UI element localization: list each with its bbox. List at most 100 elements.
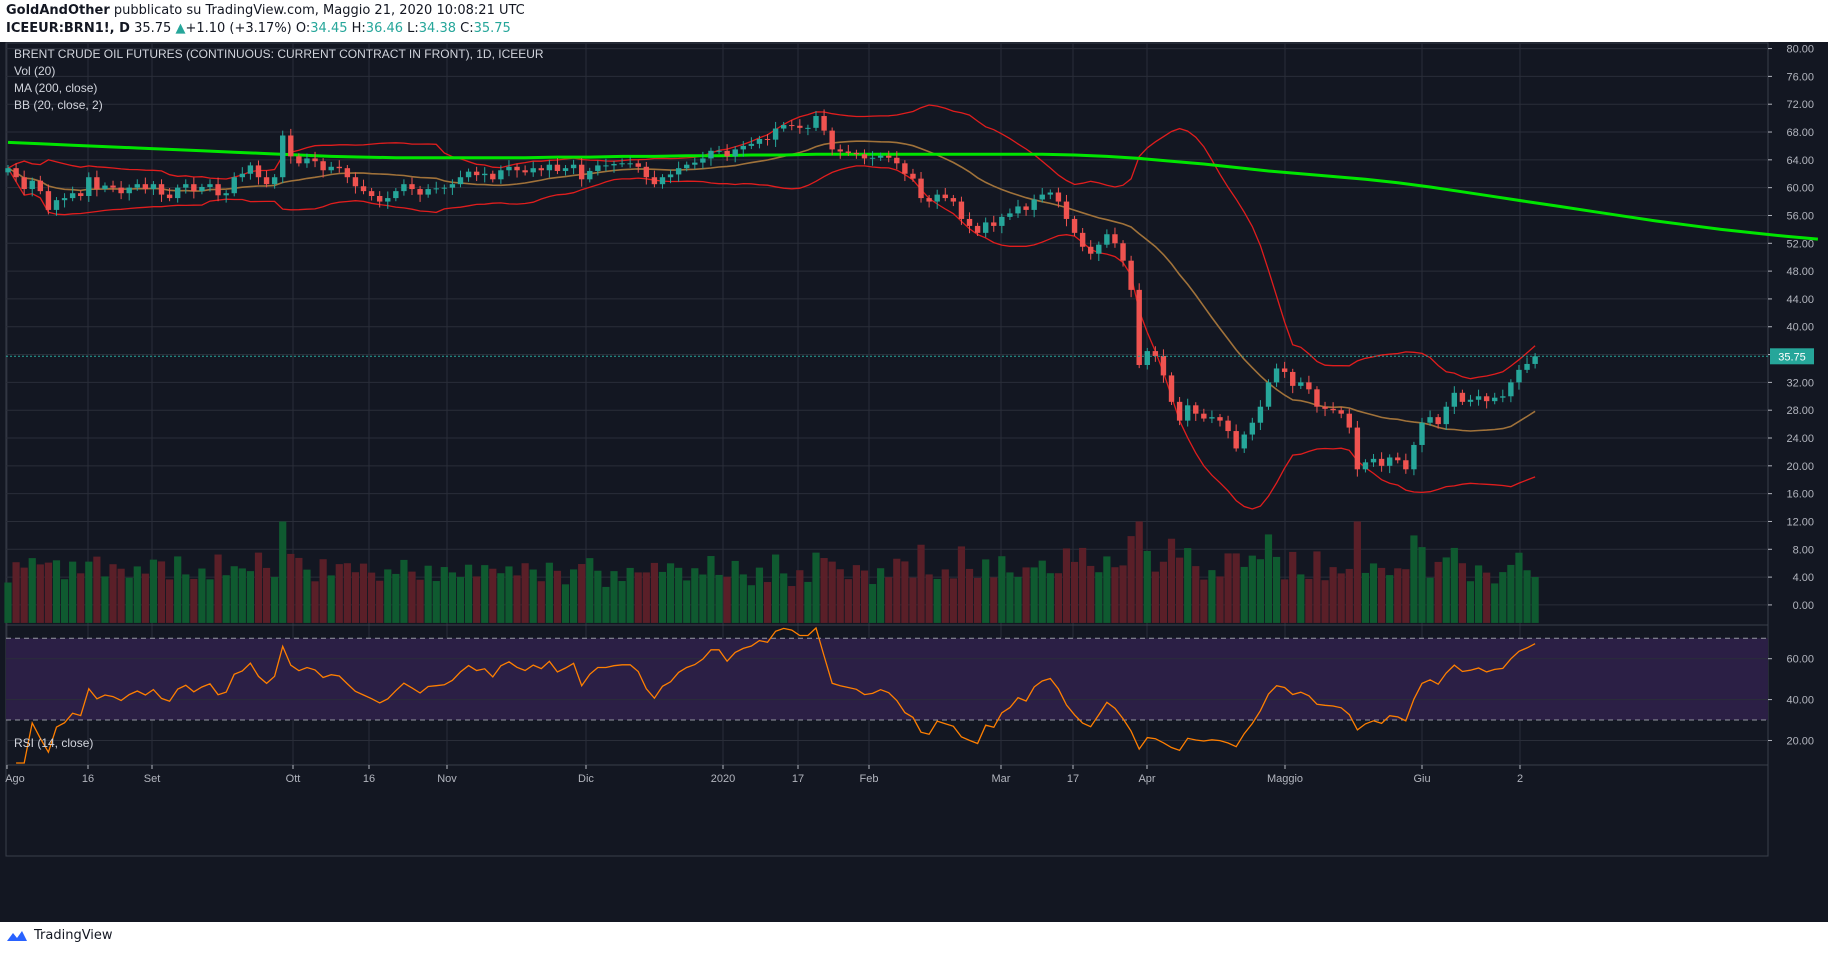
volume-bar: [957, 546, 966, 623]
time-axis[interactable]: Ago 16 Set Ott 16 Nov Dic 2020 17 Feb Mar 17 Apr Magg…: [5, 764, 1768, 785]
volume-bar: [1329, 567, 1337, 623]
volume-bar: [335, 564, 343, 623]
candle-body: [1516, 369, 1522, 383]
candle-body: [1265, 382, 1272, 407]
volume-bar: [133, 566, 141, 623]
candle-body: [1532, 356, 1538, 364]
volume-bar: [578, 564, 586, 623]
volume-bar: [166, 579, 174, 623]
candle-body: [764, 138, 771, 140]
volume-bar: [1127, 536, 1135, 623]
price-tick-label: 4.00: [1793, 572, 1814, 584]
candle-body: [700, 158, 706, 163]
candle-body: [1007, 213, 1013, 217]
volume-bar: [117, 568, 125, 623]
volume-bar: [545, 562, 553, 623]
time-tick-label: Giu: [1413, 773, 1430, 785]
volume-bar: [1111, 567, 1119, 623]
price-chart[interactable]: 80.00 76.00 72.00 68.00 64.00 60.00 56.00 52.00…: [0, 42, 1828, 922]
ohlc-line: ICEEUR:BRN1!, D 35.75 ▲+1.10 (+3.17%) O:…: [6, 21, 511, 36]
candle-body: [1411, 444, 1417, 470]
candle-body: [554, 164, 561, 171]
volume-bar: [424, 565, 432, 623]
volume-bar: [262, 567, 271, 623]
volume-bar: [860, 570, 869, 623]
volume-bar: [836, 569, 844, 623]
volume-bar: [69, 561, 77, 623]
candle-body: [1128, 260, 1134, 290]
volume-bar: [1087, 565, 1095, 623]
volume-bar: [28, 558, 36, 623]
volume-bar: [691, 568, 699, 623]
volume-bar: [1200, 579, 1208, 623]
candle-body: [1362, 462, 1369, 470]
candle-body: [1508, 382, 1514, 397]
candle-body: [490, 173, 496, 180]
candle-body: [1378, 458, 1385, 466]
time-tick-label: 2: [1517, 773, 1523, 785]
volume-bar: [666, 563, 675, 623]
candle-body: [61, 198, 68, 201]
candle-body: [797, 125, 803, 128]
volume-bar: [1095, 572, 1103, 623]
rsi-tick-label: 20.00: [1786, 735, 1814, 747]
chart-title: BRENT CRUDE OIL FUTURES (CONTINUOUS: CUR…: [14, 47, 544, 61]
volume-bar: [1474, 565, 1483, 623]
author-name[interactable]: GoldAndOther: [6, 3, 110, 18]
footer-brand: TradingView: [34, 928, 113, 943]
candle-body: [1209, 417, 1215, 419]
candle-body: [37, 180, 44, 192]
chart-border: [5, 42, 1769, 857]
candle-body: [708, 150, 714, 159]
volume-bar: [4, 582, 12, 623]
candle-body: [191, 184, 197, 192]
tradingview-logo-icon[interactable]: [6, 929, 28, 943]
candle-body: [1346, 413, 1352, 428]
candle-body: [627, 163, 633, 165]
volume-bar: [788, 586, 796, 623]
candle-body: [1136, 289, 1142, 365]
price-tick-label: 76.00: [1786, 71, 1814, 83]
candle-body: [1201, 413, 1207, 419]
candle-body: [110, 185, 116, 188]
volume-bar: [319, 559, 327, 623]
candle-body: [1443, 406, 1449, 425]
volume-bar: [1030, 567, 1038, 623]
volume-bar: [1159, 561, 1168, 623]
candle-body: [845, 151, 852, 153]
volume-bar: [1184, 548, 1192, 623]
time-tick-label: Mar: [992, 773, 1011, 785]
candle-body: [312, 158, 318, 162]
candle-body: [1322, 406, 1328, 409]
volume-bar: [909, 577, 917, 623]
volume-bar: [1289, 551, 1297, 623]
volume-bar: [537, 581, 545, 623]
change-arrow-icon: ▲: [175, 21, 186, 36]
volume-bar: [1458, 563, 1466, 623]
volume-bar: [157, 561, 166, 623]
volume-bar: [521, 563, 529, 623]
volume-bar: [965, 568, 974, 623]
volume-bar: [925, 574, 933, 623]
volume-bar: [1151, 571, 1159, 623]
volume-bar: [1305, 578, 1313, 623]
candle-body: [675, 168, 682, 175]
volume-bar: [36, 564, 44, 623]
volume-bar: [1119, 565, 1127, 623]
candle-body: [595, 165, 601, 171]
volume-bar: [739, 574, 747, 623]
volume-bar: [1272, 556, 1281, 623]
high-label: H:: [351, 21, 366, 36]
volume-bar: [1264, 534, 1273, 623]
rsi-tick-label: 60.00: [1786, 654, 1814, 666]
candle-body: [1071, 218, 1078, 233]
volume-bar: [222, 575, 230, 623]
volume-bar: [852, 565, 860, 623]
volume-bar: [553, 570, 562, 623]
volume-bar: [723, 576, 731, 623]
price-tick-label: 0.00: [1793, 600, 1814, 612]
volume-bar: [93, 556, 101, 623]
bb-basis-line: [7, 140, 1536, 432]
volume-bar: [982, 559, 990, 623]
symbol-label: ICEEUR:BRN1!, D: [6, 21, 130, 36]
